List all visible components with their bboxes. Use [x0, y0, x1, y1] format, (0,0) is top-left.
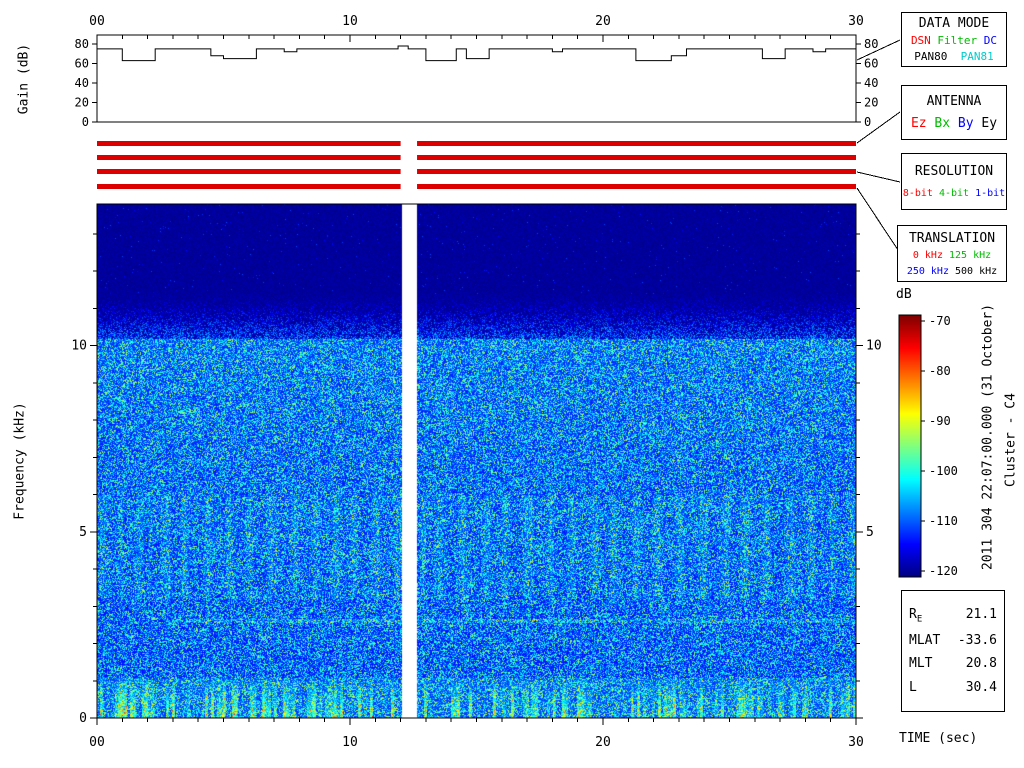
resolution-item: 1-bit: [969, 188, 1006, 200]
colorbar-tick-label: -90: [929, 414, 951, 428]
antenna-item: Ey: [973, 116, 998, 132]
ephemeris-value: 20.8: [965, 656, 997, 672]
datetime-label: 2011 304 22:07:00.000 (31 October): [980, 303, 996, 571]
spec-xtick-label: 20: [595, 735, 611, 750]
antenna-item: Ez: [910, 116, 927, 132]
translation-line: 250 kHz 500 kHz: [898, 266, 1006, 277]
info-box-antenna: ANTENNA Ez Bx By Ey: [901, 85, 1007, 140]
gain-xtick-label: 00: [89, 14, 105, 29]
data-mode-item: DSN: [910, 34, 931, 47]
frequency-axis-title: Frequency (kHz): [12, 402, 28, 520]
data-mode-item: PAN80: [914, 50, 948, 63]
ephemeris-box: RE 21.1 MLAT -33.6 MLT 20.8 L 30.4: [901, 590, 1005, 712]
gain-xtick-label: 30: [848, 14, 864, 29]
antenna-item: By: [950, 116, 974, 132]
data-mode-line: DSN Filter DC: [902, 34, 1006, 47]
spec-right-ytick-label: 10: [866, 339, 882, 354]
colorbar-unit-label: dB: [896, 287, 912, 302]
status-bar-segment: [97, 141, 401, 146]
ephemeris-row: MLT 20.8: [909, 656, 997, 671]
colorbar-tick-label: -110: [929, 514, 958, 528]
spacecraft-label: Cluster - C4: [1003, 393, 1019, 487]
gain-xtick-label: 20: [595, 14, 611, 29]
ephemeris-label: MLAT: [909, 633, 941, 649]
status-bar-segment: [97, 155, 401, 160]
translation-item: 0 kHz: [912, 250, 943, 261]
spec-ytick-label: 0: [79, 711, 87, 726]
ephemeris-row: RE 21.1: [909, 607, 997, 625]
gain-xtick-label: 10: [342, 14, 358, 29]
info-box-resolution: RESOLUTION 8-bit 4-bit 1-bit: [901, 153, 1007, 210]
antenna-title: ANTENNA: [926, 93, 982, 109]
data-mode-item: DC: [977, 34, 998, 47]
spec-xtick-label: 30: [848, 735, 864, 750]
colorbar-tick-label: -100: [929, 464, 958, 478]
spec-xtick-label: 00: [89, 735, 105, 750]
ephemeris-row: L 30.4: [909, 680, 997, 695]
ephemeris-row: MLAT -33.6: [909, 633, 997, 648]
translation-item: 125 kHz: [942, 250, 992, 261]
gain-ytick-label: 0: [864, 115, 871, 129]
data-mode-title: DATA MODE: [918, 16, 990, 31]
colorbar-tick-label: -80: [929, 364, 951, 378]
antenna-item: Bx: [926, 116, 951, 132]
translation-title: TRANSLATION: [908, 230, 996, 246]
colorbar-canvas: [899, 315, 921, 577]
gain-ytick-label: 80: [75, 37, 89, 51]
resolution-item: 8-bit: [902, 188, 933, 200]
gain-ytick-label: 40: [864, 76, 878, 90]
ephemeris-value: 21.1: [965, 607, 997, 623]
ephemeris-label: L: [909, 679, 917, 695]
gain-ytick-label: 20: [864, 96, 878, 110]
status-bar-segment: [417, 169, 856, 174]
connector-line: [856, 111, 901, 144]
translation-item: 500 kHz: [948, 265, 998, 277]
connector-line: [856, 171, 901, 183]
connector-line: [856, 39, 901, 61]
gain-ytick-label: 60: [75, 57, 89, 71]
status-bar-segment: [417, 155, 856, 160]
gain-ytick-label: 0: [82, 115, 89, 129]
spec-ytick-label: 5: [79, 525, 87, 540]
info-box-data-mode: DATA MODE DSN Filter DC PAN80 PAN81: [901, 12, 1007, 67]
colorbar-tick-label: -70: [929, 314, 951, 328]
gain-plot-frame: [96, 34, 857, 123]
ephemeris-value: 30.4: [965, 679, 997, 695]
status-bar-segment: [97, 184, 401, 189]
translation-line: 0 kHz 125 kHz: [898, 250, 1006, 261]
status-bar-segment: [417, 141, 856, 146]
info-box-translation: TRANSLATION 0 kHz 125 kHz 250 kHz 500 kHz: [897, 225, 1007, 282]
spec-right-ytick-label: 5: [866, 525, 874, 540]
ephemeris-label: RE: [909, 607, 923, 625]
gain-axis-title: Gain (dB): [16, 43, 32, 115]
data-mode-item: Filter: [930, 34, 978, 47]
resolution-title: RESOLUTION: [914, 163, 994, 179]
gain-ytick-label: 80: [864, 37, 878, 51]
gain-trace: [97, 45, 856, 62]
gain-ytick-label: 60: [864, 57, 878, 71]
resolution-item: 4-bit: [932, 188, 970, 200]
gain-ytick-label: 40: [75, 76, 89, 90]
translation-item: 250 kHz: [906, 265, 949, 277]
resolution-line: 8-bit 4-bit 1-bit: [902, 188, 1006, 199]
gain-ytick-label: 20: [75, 96, 89, 110]
status-bar-segment: [417, 184, 856, 189]
antenna-line: Ez Bx By Ey: [902, 116, 1006, 131]
colorbar-tick-label: -120: [929, 564, 958, 578]
ephemeris-value: -33.6: [957, 633, 997, 649]
connector-line: [856, 187, 901, 254]
data-mode-item: PAN81: [947, 50, 994, 63]
spec-xtick-label: 10: [342, 735, 358, 750]
spectrogram-canvas: [97, 204, 856, 718]
data-mode-line: PAN80 PAN81: [902, 50, 1006, 63]
status-bar-segment: [97, 169, 401, 174]
time-axis-title: TIME (sec): [899, 731, 978, 746]
ephemeris-label: MLT: [909, 656, 933, 672]
spec-ytick-label: 10: [71, 339, 87, 354]
